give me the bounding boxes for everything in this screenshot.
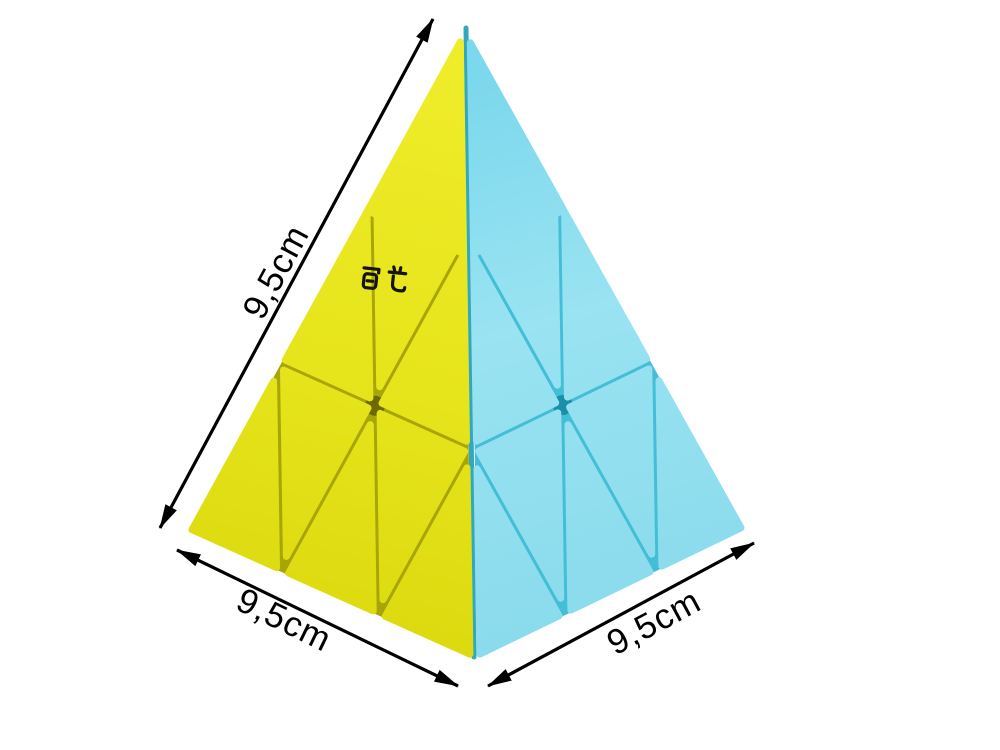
dimension-arrow-left-edge	[158, 18, 435, 529]
dimension-arrows	[158, 18, 755, 688]
puzzle-piece-cyan-7	[566, 365, 656, 558]
face-seam-edge	[463, 25, 477, 660]
puzzle-piece-cyan-1	[561, 208, 651, 401]
puzzle-piece-cyan-6	[471, 196, 561, 389]
puzzle-piece-cyan-3	[470, 252, 560, 445]
puzzle-piece-cyan-2	[655, 377, 745, 570]
qiyi-logo-char1-tick	[365, 279, 375, 283]
dimension-arrow-bottom-left-edge	[176, 548, 459, 688]
dimension-label-bottom-right: 9,5cm	[601, 581, 708, 663]
dimension-label-left: 9,5cm	[235, 219, 317, 326]
puzzle-piece-yellow-5	[188, 377, 280, 572]
dimension-label-bottom-left: 9,5cm	[230, 581, 337, 660]
qiyi-logo-char2-tick-right	[398, 266, 403, 274]
qiyi-logo-char2-bar	[387, 270, 408, 276]
dimension-arrow-bottom-right-edge	[487, 541, 755, 688]
